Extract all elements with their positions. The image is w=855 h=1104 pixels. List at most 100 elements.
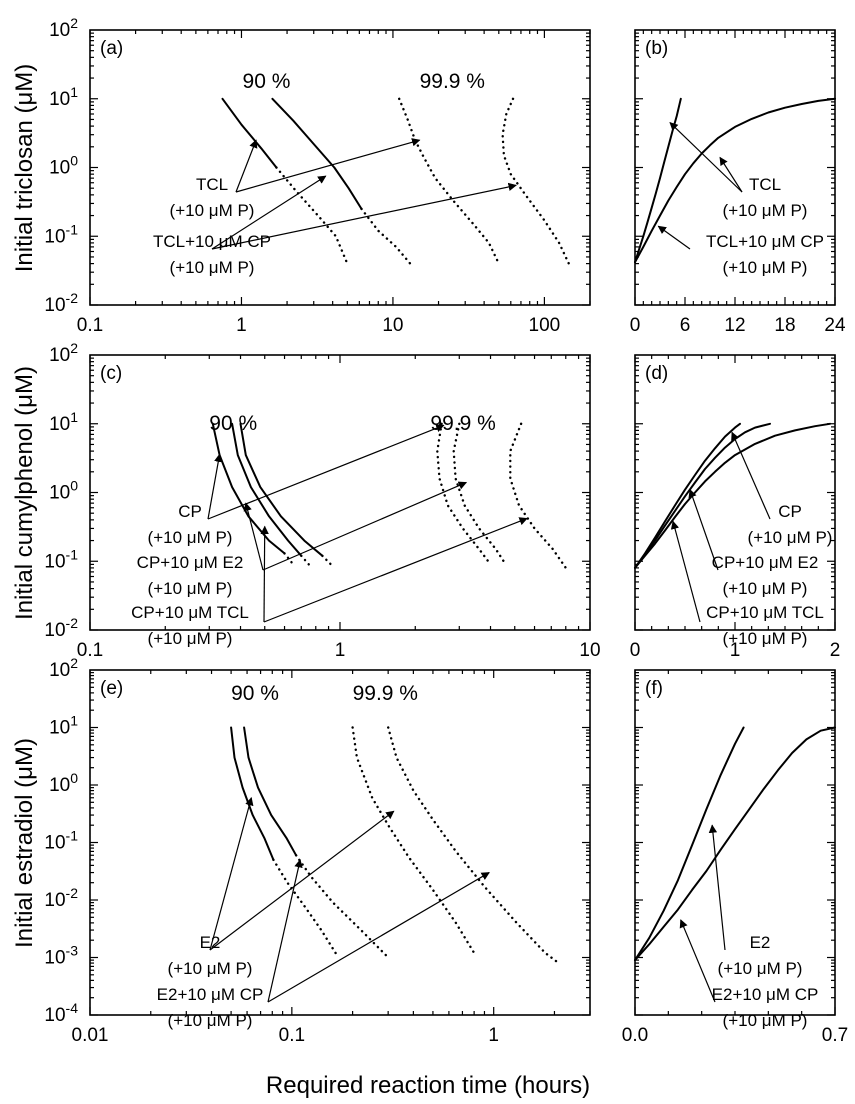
x-tick-label: 0.01 [72, 1025, 109, 1046]
y-tick-label: 10-3 [44, 943, 78, 969]
panel-letter: (f) [645, 678, 663, 699]
panel-letter: (d) [645, 363, 668, 384]
series-line-dotted [360, 207, 412, 265]
series-line-dotted [275, 166, 349, 265]
series-line-dotted [272, 858, 340, 959]
x-tick-label: 100 [529, 315, 561, 336]
annotation-arrow [670, 520, 701, 623]
percent-label: 90 % [243, 70, 291, 93]
annotation-label: (+10 μM P) [148, 579, 233, 598]
panel-c: (c) 10-2 10-1 100 101 102 0.1 1 10 Initial cumylp… [11, 340, 601, 661]
y-axis-title: Initial triclosan (μM) [11, 64, 38, 273]
y-axis-title: Initial cumylphenol (μM) [11, 366, 38, 620]
y-tick-label: 10-2 [44, 885, 78, 911]
panel-letter: (a) [100, 38, 123, 59]
annotation-label: (+10 μM P) [168, 1011, 253, 1030]
panel-letter: (c) [100, 363, 122, 384]
y-axis-title: Initial estradiol (μM) [11, 738, 38, 948]
annotation-label: (+10 μM P) [168, 959, 253, 978]
annotation-label: E2 [200, 933, 221, 952]
percent-label: 99.9 % [353, 682, 418, 705]
x-tick-label: 2 [830, 640, 841, 661]
x-tick-label: 1 [488, 1025, 499, 1046]
percent-label: 90 % [209, 412, 257, 435]
x-tick-label: 1 [335, 640, 346, 661]
annotation-label: (+10 μM P) [170, 258, 255, 277]
annotation-arrow [731, 431, 771, 520]
annotation-arrow [260, 525, 269, 623]
annotation: E2 (+10 μM P) [168, 796, 395, 978]
series-line-dotted [300, 554, 310, 566]
annotation-label: (+10 μM P) [148, 629, 233, 648]
panel-e: (e) 10-4 10-3 10-2 10-1 100 101 102 0.01 0.1 1 Init… [11, 655, 591, 1046]
percent-label: 99.9 % [430, 412, 495, 435]
percent-label: 99.9 % [420, 70, 485, 93]
annotation-arrow [235, 139, 258, 193]
series-line-dotted [452, 422, 507, 566]
series-line-dotted [501, 97, 570, 265]
y-tick-label: 100 [49, 770, 78, 796]
y-tick-label: 100 [49, 153, 78, 179]
annotation-arrow [708, 824, 726, 951]
y-tick-label: 102 [49, 655, 78, 681]
panel-b: (b) 0 6 12 18 24 TCL (+10 μM P) TCL+10 μM CP (+10… [630, 29, 846, 336]
annotation: CP (+10 μM P) [731, 431, 832, 547]
series-line-solid [271, 97, 363, 210]
x-tick-label: 0.1 [77, 640, 103, 661]
annotation-arrow [207, 453, 223, 520]
annotation-arrow [267, 872, 490, 1003]
annotation: CP+10 μM E2 (+10 μM P) [688, 488, 818, 598]
panel-a: (a) 10-2 10-1 100 101 102 0.1 1 10 100 Initial tri… [11, 15, 591, 336]
series-line-solid [634, 726, 836, 962]
panel-f: (f) 0.0 0.7 E2 (+10 μM P) E2+10 μM CP (+10 μM … [622, 669, 848, 1046]
y-tick-label: 10-1 [44, 546, 78, 572]
x-tick-label: 1 [730, 640, 741, 661]
series-line-solid [239, 422, 324, 557]
annotation-label: CP [178, 502, 202, 521]
series-line-dotted [283, 552, 295, 566]
x-tick-label: 1 [236, 315, 247, 336]
annotation-arrow [211, 182, 517, 250]
annotation: E2+10 μM CP (+10 μM P) [679, 919, 819, 1030]
annotation-arrow [688, 488, 719, 571]
annotation-arrow [209, 796, 254, 951]
y-tick-label: 10-4 [44, 1000, 78, 1026]
annotation-arrow [243, 502, 264, 571]
x-tick-label: 24 [824, 315, 846, 336]
annotation-label: CP+10 μM TCL [706, 603, 824, 622]
x-tick-label: 10 [579, 640, 600, 661]
series-line-solid [243, 726, 298, 857]
annotation: TCL+10 μM CP (+10 μM P) [153, 175, 517, 277]
series-line-dotted [436, 422, 492, 566]
annotation-label: TCL [196, 175, 228, 194]
x-tick-label: 0.7 [822, 1025, 848, 1046]
x-tick-label: 0.0 [622, 1025, 648, 1046]
y-tick-label: 102 [49, 340, 78, 366]
y-tick-label: 10-1 [44, 828, 78, 854]
percent-label: 90 % [231, 682, 279, 705]
y-tick-label: 10-2 [44, 615, 78, 641]
x-tick-label: 10 [382, 315, 403, 336]
annotation: E2+10 μM CP (+10 μM P) [157, 858, 490, 1030]
annotation-label: E2+10 μM CP [157, 985, 264, 1004]
annotation-arrow [209, 810, 395, 951]
series-line-dotted [398, 97, 500, 265]
annotation-arrow [679, 919, 716, 1003]
x-tick-label: 0.1 [77, 315, 103, 336]
annotation-label: (+10 μM P) [723, 629, 808, 648]
series-line-dotted [387, 726, 560, 965]
annotation-label: (+10 μM P) [718, 959, 803, 978]
annotation-arrow [719, 156, 743, 193]
series-line-dotted [294, 854, 390, 959]
annotation-label: (+10 μM P) [148, 528, 233, 547]
annotation-label: E2+10 μM CP [712, 985, 819, 1004]
annotation: CP+10 μM TCL (+10 μM P) [670, 520, 824, 648]
series-line-solid [230, 726, 275, 861]
series-line-dotted [509, 422, 567, 570]
annotation-arrow [669, 122, 743, 193]
series-line-solid [634, 422, 771, 569]
panel-letter: (b) [645, 38, 668, 59]
annotation: CP+10 μM E2 (+10 μM P) [137, 481, 468, 598]
